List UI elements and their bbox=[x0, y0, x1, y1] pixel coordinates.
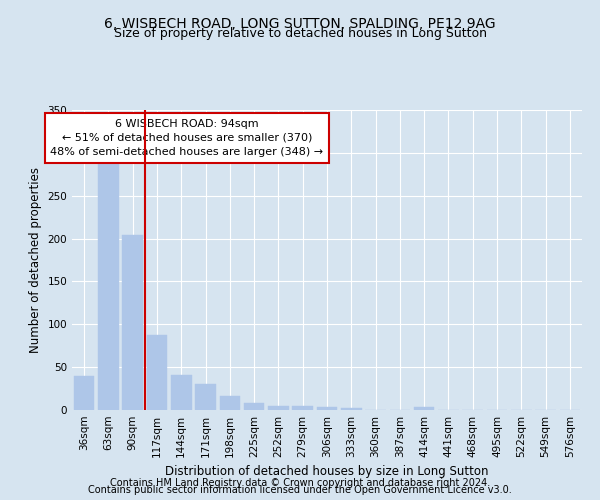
Bar bbox=[292, 406, 313, 410]
Bar bbox=[122, 235, 143, 410]
Text: Size of property relative to detached houses in Long Sutton: Size of property relative to detached ho… bbox=[113, 28, 487, 40]
Bar bbox=[414, 408, 434, 410]
Bar bbox=[146, 336, 167, 410]
Bar bbox=[171, 375, 191, 410]
Text: 6, WISBECH ROAD, LONG SUTTON, SPALDING, PE12 9AG: 6, WISBECH ROAD, LONG SUTTON, SPALDING, … bbox=[104, 18, 496, 32]
Bar bbox=[74, 376, 94, 410]
Text: 6 WISBECH ROAD: 94sqm
← 51% of detached houses are smaller (370)
48% of semi-det: 6 WISBECH ROAD: 94sqm ← 51% of detached … bbox=[50, 119, 323, 157]
X-axis label: Distribution of detached houses by size in Long Sutton: Distribution of detached houses by size … bbox=[165, 466, 489, 478]
Bar bbox=[220, 396, 240, 410]
Bar bbox=[98, 162, 119, 410]
Text: Contains public sector information licensed under the Open Government Licence v3: Contains public sector information licen… bbox=[88, 485, 512, 495]
Y-axis label: Number of detached properties: Number of detached properties bbox=[29, 167, 42, 353]
Bar bbox=[341, 408, 362, 410]
Bar bbox=[268, 406, 289, 410]
Bar bbox=[244, 403, 265, 410]
Bar bbox=[317, 406, 337, 410]
Bar bbox=[195, 384, 216, 410]
Text: Contains HM Land Registry data © Crown copyright and database right 2024.: Contains HM Land Registry data © Crown c… bbox=[110, 478, 490, 488]
